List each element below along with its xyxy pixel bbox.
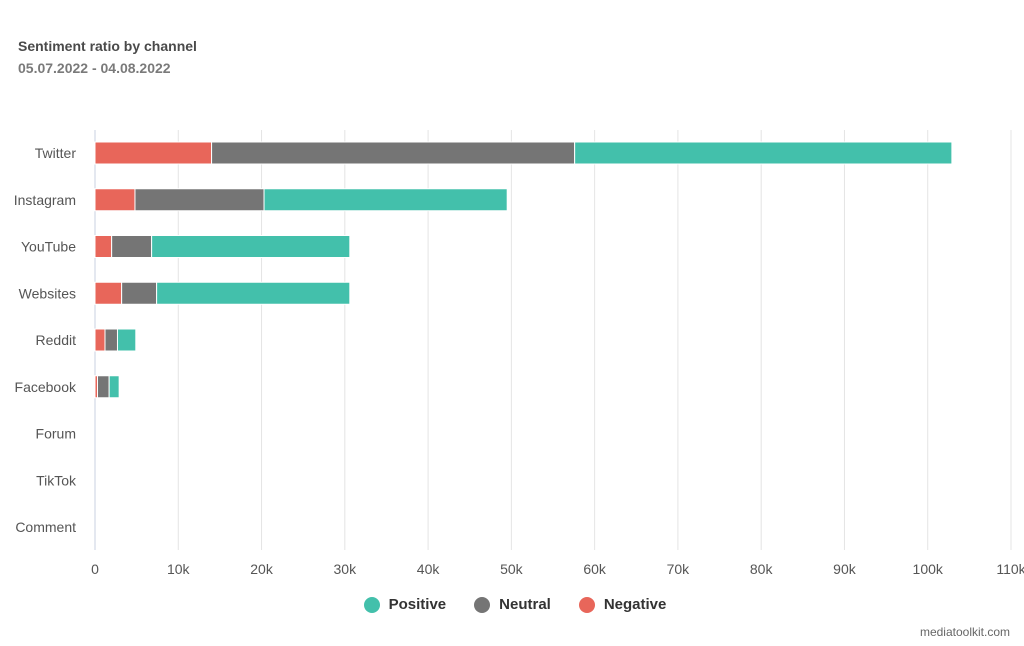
bar-reddit-neutral [104,328,118,352]
x-tick-label-3: 30k [334,561,358,577]
y-tick-label-youtube: YouTube [21,239,76,255]
x-tick-label-5: 50k [500,561,524,577]
bar-websites-negative [94,281,123,305]
y-tick-label-tiktok: TikTok [36,472,77,488]
legend-label-neutral: Neutral [499,596,551,613]
bar-reddit-negative [94,328,106,352]
bar-facebook-neutral [96,375,110,399]
legend-swatch-positive [363,596,380,613]
bar-instagram-negative [94,188,136,212]
x-tick-label-11: 110k [996,561,1024,577]
x-tick-label-7: 70k [667,561,691,577]
x-tick-label-6: 60k [583,561,607,577]
bar-twitter-positive [574,141,953,165]
y-tick-label-twitter: Twitter [35,145,77,161]
bar-twitter-negative [94,141,213,165]
legend-item-positive[interactable]: Positive [363,596,447,613]
x-tick-label-9: 90k [833,561,857,577]
legend-label-positive: Positive [388,596,447,613]
x-tick-label-0: 0 [91,561,99,577]
x-tick-label-8: 80k [750,561,774,577]
bar-instagram-neutral [134,188,265,212]
bar-reddit-positive [116,328,137,352]
legend-item-negative[interactable]: Negative [578,596,667,613]
bar-websites-positive [156,281,351,305]
bar-twitter-neutral [211,141,576,165]
y-tick-label-comment: Comment [15,519,76,535]
chart-subtitle: 05.07.2022 - 04.08.2022 [18,60,171,76]
chart-legend: Positive Neutral Negative [0,596,1024,613]
bar-youtube-negative [94,235,113,258]
bar-youtube-positive [151,235,351,258]
chart-title: Sentiment ratio by channel [18,38,197,54]
bar-websites-neutral [121,281,158,305]
y-tick-label-reddit: Reddit [36,332,77,348]
y-tick-label-facebook: Facebook [15,379,77,395]
x-tick-label-4: 40k [417,561,441,577]
bar-facebook-positive [108,375,120,399]
bar-youtube-neutral [111,235,153,258]
y-tick-label-websites: Websites [19,285,76,301]
legend-item-neutral[interactable]: Neutral [474,596,551,613]
legend-label-negative: Negative [603,596,667,613]
x-tick-label-2: 20k [250,561,274,577]
x-tick-label-1: 10k [167,561,191,577]
chart-plot: 0 10k 20k 30k 40k 50k 60k 70k 80k 90k 100k 110k Twit… [14,130,1024,577]
legend-swatch-neutral [474,596,491,613]
legend-swatch-negative [578,596,595,613]
x-tick-label-10: 100k [913,561,944,577]
bar-instagram-positive [263,188,508,212]
credit-text[interactable]: mediatoolkit.com [919,625,1010,639]
y-tick-label-instagram: Instagram [14,192,76,208]
y-tick-label-forum: Forum [36,426,76,442]
